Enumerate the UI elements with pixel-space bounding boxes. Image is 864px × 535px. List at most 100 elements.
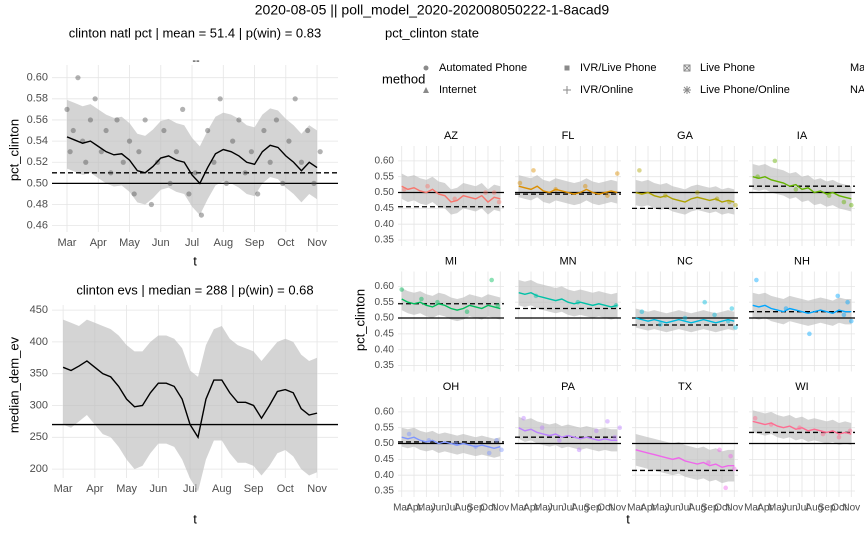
poll-point [847,428,853,434]
y-tick-label: 0.58 [27,93,48,105]
x-tick-label: May [119,237,140,249]
facet-label: MN [559,255,576,267]
poll-point [186,191,192,197]
x-tick-label: May [534,503,553,514]
panel-title: clinton evs | median = 288 | p(win) = 0.… [76,282,313,297]
x-tick-label: May [116,483,137,495]
poll-point [161,127,167,134]
y-tick-label: 0.60 [375,281,395,292]
x-tick-label: Nov [842,503,860,514]
poll-point [419,296,424,302]
poll-point [706,460,711,465]
legend-label: Internet [439,84,476,96]
y-tick-label: 0.35 [375,235,395,246]
x-tick-label: Aug [213,237,233,249]
x-tick-label: Nov [725,503,743,514]
poll-point [131,191,137,197]
y-axis-label: median_dem_ev [6,336,21,433]
y-tick-label: 0.55 [375,422,395,433]
poll-point [406,431,412,437]
y-tick-label: 0.48 [27,198,48,210]
poll-point [639,309,645,314]
trend-line [401,298,501,311]
y-tick-label: 0.40 [375,470,395,481]
y-tick-label: 450 [30,304,48,316]
trend-line [752,175,852,200]
facet-label: AZ [444,130,458,142]
legend-title: method [382,71,425,86]
y-tick-label: 300 [30,399,48,411]
y-tick-label: 200 [30,463,48,475]
trend-line [635,191,735,203]
y-tick-label: 250 [30,431,48,443]
poll-point [70,127,76,134]
trend-line [635,317,735,324]
poll-point [557,438,562,443]
uncertainty-band [401,427,501,458]
y-tick-label: 0.50 [375,438,395,449]
y-tick-label: 0.60 [27,72,48,84]
poll-point [491,190,497,195]
legend-label: Ma [850,62,864,74]
y-tick-label: 0.35 [375,360,395,371]
x-tick-label: Mar [54,483,73,495]
panel-title: pct_clinton state [385,25,479,40]
poll-point [64,106,70,112]
y-tick-label: 0.50 [27,177,48,189]
poll-point [717,447,722,453]
facet-label: FL [562,130,575,142]
poll-point [489,277,494,283]
poll-point [217,96,223,102]
x-tick-label: May [417,503,436,514]
trend-line [62,360,318,440]
poll-point [732,466,737,472]
y-tick-label: 0.50 [375,187,395,198]
poll-point [826,193,832,198]
x-tick-label: Oct [277,237,294,249]
x-tick-label: Mar [58,237,77,249]
poll-point [728,453,733,459]
y-tick-label: 0.52 [27,156,48,168]
y-tick-label: 0.50 [375,313,395,324]
x-tick-label: Oct [597,503,613,514]
poll-point [230,138,236,144]
x-tick-label: Oct [277,483,294,495]
poll-point [83,159,89,165]
poll-point [236,117,242,123]
facet-label: MI [445,255,457,267]
poll-point [807,331,812,337]
poll-point [108,170,114,176]
facet-label: OH [443,381,460,393]
legend-label: Automated Phone [439,62,527,74]
poll-point [729,306,735,311]
poll-point [126,138,133,144]
poll-point [242,170,248,176]
x-tick-label: Nov [307,483,327,495]
poll-point [612,434,618,440]
uncertainty-band [635,179,735,215]
poll-point [173,149,180,155]
x-tick-label: Jul [679,503,692,514]
y-tick-label: 0.45 [375,454,395,465]
trend-line [752,304,852,315]
trend-line [518,291,618,308]
poll-point [517,180,523,186]
x-tick-label: Nov [608,503,626,514]
poll-point [594,428,599,434]
uncertainty-band [752,164,852,212]
poll-point [521,415,526,421]
trend-line [66,136,318,185]
poll-point [605,193,610,198]
x-tick-label: May [651,503,670,514]
x-tick-label: Jun [152,237,170,249]
poll-point [733,202,738,208]
legend-symbol [683,64,691,72]
poll-point [486,450,492,456]
poll-point [167,180,173,186]
legend-symbol [564,65,570,71]
poll-point [695,190,700,195]
y-tick-label: 0.60 [375,156,395,167]
poll-point [223,180,230,186]
x-tick-label: Apr [757,503,773,514]
